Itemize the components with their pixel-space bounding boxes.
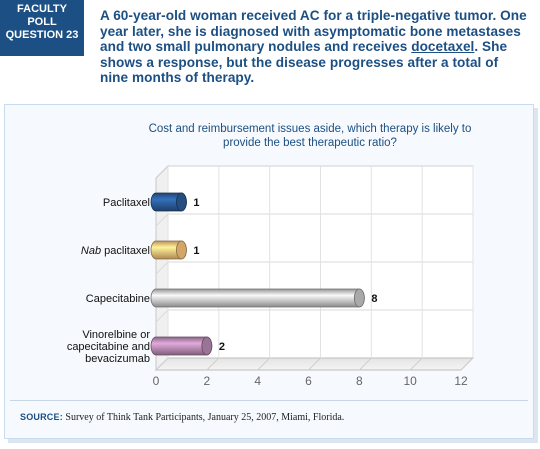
bar-body — [150, 288, 365, 308]
x-tick-label: 4 — [254, 374, 261, 388]
chart-gridline-band-side — [155, 309, 169, 323]
x-tick-label: 6 — [305, 374, 312, 388]
x-tick-label: 8 — [356, 374, 363, 388]
source-label: SOURCE: — [20, 412, 63, 422]
header: FACULTY POLL QUESTION 23 A 60-year-old w… — [0, 0, 540, 104]
bar-end-cap — [176, 240, 187, 260]
category-label: Paclitaxel — [103, 197, 150, 209]
bar-value-label: 2 — [219, 341, 225, 353]
bar-2 — [150, 288, 365, 308]
bar-value-label: 8 — [371, 293, 377, 305]
bar-end-cap — [176, 192, 187, 212]
panel-shadow — [534, 108, 538, 442]
chart-value-labels: 1 1 8 2 — [193, 197, 377, 353]
divider — [10, 400, 528, 401]
category-label: Nab paclitaxel — [81, 245, 150, 257]
category-label: Capecitabine — [86, 293, 150, 305]
x-tick-label: 2 — [203, 374, 210, 388]
chart-bars — [150, 192, 365, 356]
chart-gridline-floor — [358, 357, 372, 371]
question-text-start: A 60-year-old woman received AC for a tr… — [100, 8, 527, 54]
source-text: Survey of Think Tank Participants, Janua… — [65, 412, 345, 423]
chart-gridline-floor — [460, 357, 474, 371]
poll-badge-line-3: QUESTION 23 — [5, 29, 79, 41]
bar-3 — [150, 336, 213, 356]
bar-end-cap — [201, 336, 213, 356]
poll-badge-line-2: POLL — [27, 16, 57, 28]
category-label: Vinorelbine or capecitabine and bevacizuma… — [67, 329, 151, 365]
poll-badge: FACULTY POLL QUESTION 23 — [0, 0, 84, 56]
chart-category-labels: Paclitaxel Nab paclitaxel Capecitabine Vino… — [67, 197, 151, 365]
panel-shadow-bottom — [8, 439, 538, 443]
chart-gridline-floor — [409, 357, 423, 371]
x-tick-label: 10 — [403, 374, 417, 388]
question-text-drug: docetaxel — [411, 39, 475, 54]
chart-gridline-band-side — [155, 261, 169, 275]
x-tick-label: 0 — [153, 374, 160, 388]
question-text-end: . She shows a response, but the disease … — [100, 39, 508, 85]
chart-tick-labels: 0 2 4 6 8 10 12 — [153, 374, 468, 388]
source-note: SOURCE: Survey of Think Tank Participant… — [20, 412, 344, 423]
bar-end-cap — [353, 288, 365, 308]
chart-gridline-floor — [206, 357, 220, 371]
chart-gridline-band-side — [155, 213, 169, 227]
bar-value-label: 1 — [193, 245, 199, 257]
x-tick-label: 12 — [454, 374, 468, 388]
chart-gridline-floor — [257, 357, 271, 371]
chart-gridline-floor — [155, 357, 169, 371]
question-text: A 60-year-old woman received AC for a tr… — [100, 8, 528, 86]
chart-title: Cost and reimbursement issues aside, whi… — [148, 123, 472, 149]
chart-gridline-floor — [308, 357, 321, 371]
bar-value-label: 1 — [193, 197, 199, 209]
bar-1 — [150, 240, 187, 260]
bar-0 — [150, 192, 187, 212]
poll-badge-line-1: FACULTY — [17, 3, 67, 15]
